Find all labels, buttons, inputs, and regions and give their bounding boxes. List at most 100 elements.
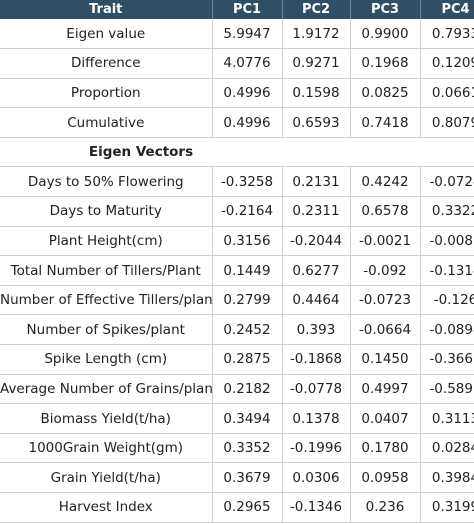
pc2-cell: 0.6593 <box>282 107 351 138</box>
pc3-cell: 0.4242 <box>350 166 421 198</box>
trait-cell: Days to 50% Flowering <box>0 166 213 198</box>
pc3-cell: 0.1780 <box>350 433 421 464</box>
pc4-cell: 0.3199 <box>420 492 474 523</box>
header-trait: Trait <box>0 0 213 19</box>
pc1-cell: 0.2875 <box>212 344 283 375</box>
section-empty-cell <box>350 137 420 168</box>
section-label: Eigen Vectors <box>0 137 282 168</box>
pc3-cell: -0.0723 <box>350 285 421 316</box>
section-empty-cell <box>282 137 350 168</box>
pc1-cell: 0.2452 <box>212 314 283 346</box>
pc3-cell: -0.0664 <box>350 314 421 346</box>
trait-cell: Plant Height(cm) <box>0 226 213 257</box>
pc4-cell: 0.3113 <box>420 403 474 434</box>
pc2-cell: 0.2131 <box>282 166 351 198</box>
pc4-cell: -0.3665 <box>420 344 474 375</box>
trait-cell: Grain Yield(t/ha) <box>0 462 213 493</box>
pc3-cell: 0.236 <box>350 492 421 523</box>
table-row: Plant Height(cm) 0.3156 -0.2044 -0.0021 -0.0… <box>0 226 474 257</box>
pc1-cell: 0.3679 <box>212 462 283 493</box>
table-row: Average Number of Grains/plant 0.2182 -0.0… <box>0 374 474 405</box>
trait-cell: Biomass Yield(t/ha) <box>0 403 213 434</box>
header-pc1: PC1 <box>212 0 283 19</box>
table-row: Grain Yield(t/ha) 0.3679 0.0306 0.0958 0.398… <box>0 462 474 493</box>
table-body: Eigen value5.99471.91720.99000.7933Diffe… <box>0 19 474 523</box>
pc1-cell: 0.3156 <box>212 226 283 257</box>
table-row: Number of Effective Tillers/plant 0.2799 0… <box>0 285 474 316</box>
pc3-cell: 0.0958 <box>350 462 421 493</box>
table-row: Spike Length (cm) 0.2875 -0.1868 0.1450 -0.3… <box>0 344 474 375</box>
pc3-cell: 0.1450 <box>350 344 421 375</box>
trait-cell: Spike Length (cm) <box>0 344 213 375</box>
pc4-cell: 0.7933 <box>420 19 474 50</box>
trait-cell: 1000Grain Weight(gm) <box>0 433 213 464</box>
pc2-cell: -0.2044 <box>282 226 351 257</box>
trait-cell: Number of Spikes/plant <box>0 314 213 346</box>
section-row: Eigen Vectors <box>0 137 474 168</box>
pc4-cell: 0.0284 <box>420 433 474 464</box>
pc3-cell: 0.6578 <box>350 196 421 227</box>
pc3-cell: 0.7418 <box>350 107 421 138</box>
pc3-cell: 0.9900 <box>350 19 421 50</box>
pc4-cell: -0.126 <box>420 285 474 316</box>
trait-cell: Days to Maturity <box>0 196 213 227</box>
pc2-cell: 0.1598 <box>282 78 351 109</box>
table-row: Biomass Yield(t/ha) 0.3494 0.1378 0.0407 0.3… <box>0 403 474 434</box>
trait-cell: Average Number of Grains/plant <box>0 374 213 405</box>
header-pc4: PC4 <box>420 0 474 19</box>
pc1-cell: 0.2799 <box>212 285 283 316</box>
trait-cell: Total Number of Tillers/Plant <box>0 255 213 286</box>
pc2-cell: 0.4464 <box>282 285 351 316</box>
header-row: Trait PC1 PC2 PC3 PC4 <box>0 0 474 19</box>
pc3-cell: 0.0825 <box>350 78 421 109</box>
table-row: Days to 50% Flowering -0.3258 0.2131 0.4242… <box>0 166 474 198</box>
trait-cell: Harvest Index <box>0 492 213 523</box>
pc4-cell: 0.8079 <box>420 107 474 138</box>
pc1-cell: 0.4996 <box>212 78 283 109</box>
pc1-cell: -0.3258 <box>212 166 283 198</box>
pc3-cell: 0.4997 <box>350 374 421 405</box>
pc4-cell: -0.0894 <box>420 314 474 346</box>
pc2-cell: -0.0778 <box>282 374 351 405</box>
pc3-cell: -0.0021 <box>350 226 421 257</box>
header-pc2: PC2 <box>282 0 351 19</box>
pc2-cell: -0.1346 <box>282 492 351 523</box>
pc1-cell: 0.3352 <box>212 433 283 464</box>
pc2-cell: 0.393 <box>282 314 351 346</box>
table-row: Total Number of Tillers/Plant 0.1449 0.627… <box>0 255 474 286</box>
pc4-cell: 0.3984 <box>420 462 474 493</box>
pc4-cell: 0.1209 <box>420 48 474 79</box>
pc2-cell: 0.0306 <box>282 462 351 493</box>
pc4-cell: -0.1314 <box>420 255 474 286</box>
pc2-cell: 1.9172 <box>282 19 351 50</box>
pc1-cell: 0.3494 <box>212 403 283 434</box>
pc1-cell: 4.0776 <box>212 48 283 79</box>
trait-cell: Proportion <box>0 78 213 109</box>
trait-cell: Difference <box>0 48 213 79</box>
pc1-cell: -0.2164 <box>212 196 283 227</box>
pc2-cell: 0.1378 <box>282 403 351 434</box>
pc4-cell: -0.0724 <box>420 166 474 198</box>
pc3-cell: -0.092 <box>350 255 421 286</box>
trait-cell: Eigen value <box>0 19 213 50</box>
pc4-cell: -0.5891 <box>420 374 474 405</box>
pc1-cell: 0.2182 <box>212 374 283 405</box>
pc3-cell: 0.1968 <box>350 48 421 79</box>
pc2-cell: -0.1868 <box>282 344 351 375</box>
pc2-cell: 0.2311 <box>282 196 351 227</box>
pc2-cell: 0.6277 <box>282 255 351 286</box>
pc1-cell: 0.1449 <box>212 255 283 286</box>
pc2-cell: 0.9271 <box>282 48 351 79</box>
trait-cell: Cumulative <box>0 107 213 138</box>
table-row: 1000Grain Weight(gm) 0.3352 -0.1996 0.1780 0… <box>0 433 474 464</box>
table-header: Trait PC1 PC2 PC3 PC4 <box>0 0 474 19</box>
pc4-cell: 0.0661 <box>420 78 474 109</box>
section-empty-cell <box>420 137 474 168</box>
pc4-cell: -0.0085 <box>420 226 474 257</box>
